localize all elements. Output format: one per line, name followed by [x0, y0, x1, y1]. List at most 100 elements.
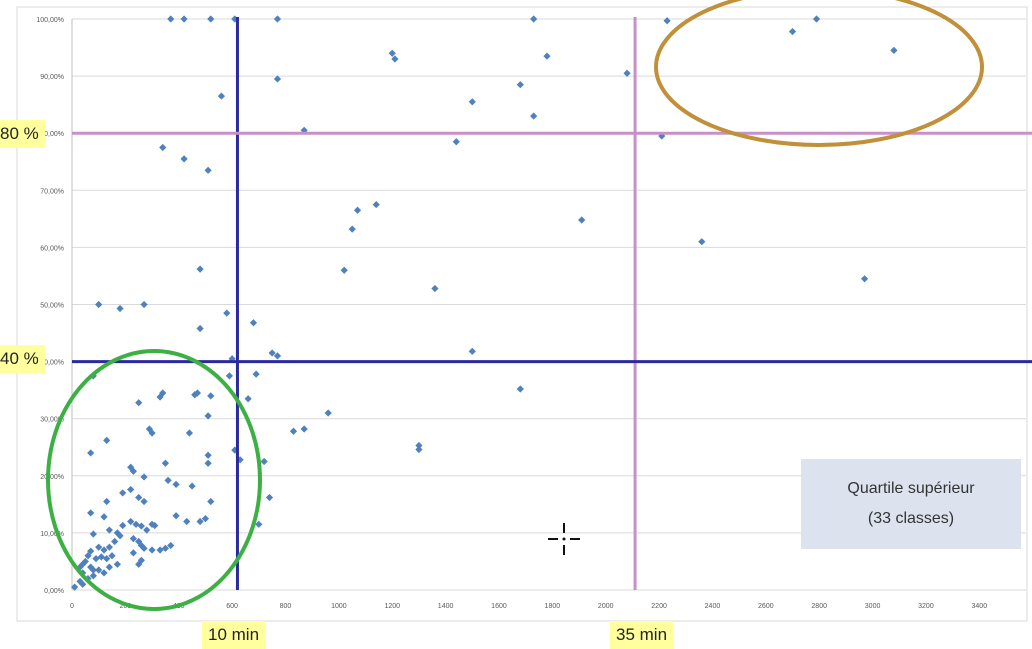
- y-tick-label: 40,00%: [40, 360, 64, 367]
- data-point: [788, 27, 797, 36]
- x-tick-label: 1400: [438, 603, 454, 610]
- x-tick-label: 3200: [918, 603, 934, 610]
- data-point: [196, 324, 204, 333]
- data-point: [151, 521, 159, 530]
- data-point: [663, 17, 671, 25]
- data-point: [111, 537, 119, 546]
- data-point: [100, 569, 108, 577]
- y-tick-label: 60,00%: [40, 245, 64, 252]
- x-tick-label: 2200: [651, 603, 667, 610]
- label-10-min: 10 min: [202, 621, 266, 649]
- data-point: [137, 556, 145, 564]
- data-point: [140, 497, 148, 506]
- data-point: [132, 520, 140, 528]
- data-point: [92, 554, 100, 563]
- data-point: [137, 522, 145, 530]
- data-point: [105, 526, 113, 534]
- data-point: [273, 352, 282, 360]
- data-point: [698, 238, 706, 246]
- data-point: [289, 427, 298, 435]
- data-point: [161, 544, 169, 552]
- data-point: [348, 225, 356, 233]
- quartile-box-line2: (33 classes): [867, 510, 955, 527]
- data-point: [172, 512, 180, 520]
- data-point: [148, 546, 156, 554]
- data-point: [300, 425, 308, 433]
- data-point: [268, 349, 276, 357]
- data-point: [119, 521, 127, 530]
- data-point: [207, 497, 215, 506]
- x-tick-label: 600: [226, 603, 238, 610]
- data-point: [431, 284, 439, 293]
- x-tick-label: 1800: [545, 603, 561, 610]
- highlight-circle-lower-left: [46, 349, 262, 611]
- data-point: [135, 493, 143, 502]
- data-point: [244, 395, 252, 403]
- data-point: [95, 300, 103, 309]
- data-point: [249, 319, 258, 327]
- data-point: [543, 52, 551, 60]
- x-tick-label: 2400: [705, 603, 721, 610]
- data-point: [108, 552, 116, 560]
- data-point: [255, 520, 263, 528]
- y-tick-label: 80,00%: [40, 131, 64, 138]
- x-tick-label: 3000: [865, 603, 881, 610]
- x-tick-label: 0: [70, 603, 74, 610]
- data-point: [89, 566, 97, 574]
- data-point: [137, 541, 145, 550]
- data-point: [578, 216, 586, 224]
- data-point: [217, 92, 226, 100]
- data-point: [89, 530, 97, 538]
- data-point: [167, 541, 175, 550]
- data-point: [76, 563, 84, 571]
- x-tick-labels: 0 200 400 600 800 1000 1200 1400 1600 1800 2000 220…: [70, 603, 987, 610]
- data-point: [252, 370, 260, 378]
- y-tick-label: 90,00%: [40, 74, 64, 81]
- data-point: [103, 497, 111, 506]
- crosshair-cursor-icon: [548, 523, 580, 555]
- x-tick-label: 800: [280, 603, 292, 610]
- data-point: [415, 441, 423, 450]
- data-point: [207, 392, 215, 400]
- data-point: [468, 98, 476, 106]
- data-point: [156, 546, 164, 554]
- data-point: [530, 112, 538, 120]
- data-point: [97, 553, 105, 561]
- data-point: [180, 155, 188, 163]
- data-point: [415, 445, 423, 454]
- data-point: [204, 166, 212, 174]
- data-point: [225, 372, 234, 380]
- data-point: [79, 580, 87, 588]
- quartile-box: Quartile supérieur (33 classes): [801, 459, 1021, 549]
- data-point: [391, 55, 399, 63]
- data-point: [516, 81, 524, 89]
- data-point: [204, 412, 212, 420]
- y-tick-label: 0,00%: [44, 588, 64, 595]
- data-point: [129, 467, 137, 475]
- data-point: [180, 15, 188, 23]
- data-point: [87, 563, 95, 571]
- data-point: [95, 566, 103, 574]
- data-point: [140, 473, 148, 481]
- data-point: [116, 532, 124, 540]
- data-point: [100, 546, 108, 554]
- data-point: [164, 476, 172, 484]
- data-point: [196, 517, 204, 526]
- data-point: [119, 489, 127, 497]
- data-point: [372, 200, 380, 209]
- data-point: [79, 560, 87, 568]
- data-point: [103, 554, 111, 563]
- x-tick-label: 200: [120, 603, 132, 610]
- x-tick-label: 2000: [598, 603, 614, 610]
- data-point: [265, 493, 274, 502]
- data-point: [87, 509, 95, 517]
- quartile-box-line1: Quartile supérieur: [847, 480, 975, 497]
- data-point: [89, 572, 97, 580]
- data-point: [172, 480, 180, 488]
- data-point: [95, 543, 103, 551]
- data-point: [143, 526, 151, 534]
- data-point: [87, 547, 95, 555]
- data-point: [71, 583, 79, 591]
- data-point: [452, 138, 460, 146]
